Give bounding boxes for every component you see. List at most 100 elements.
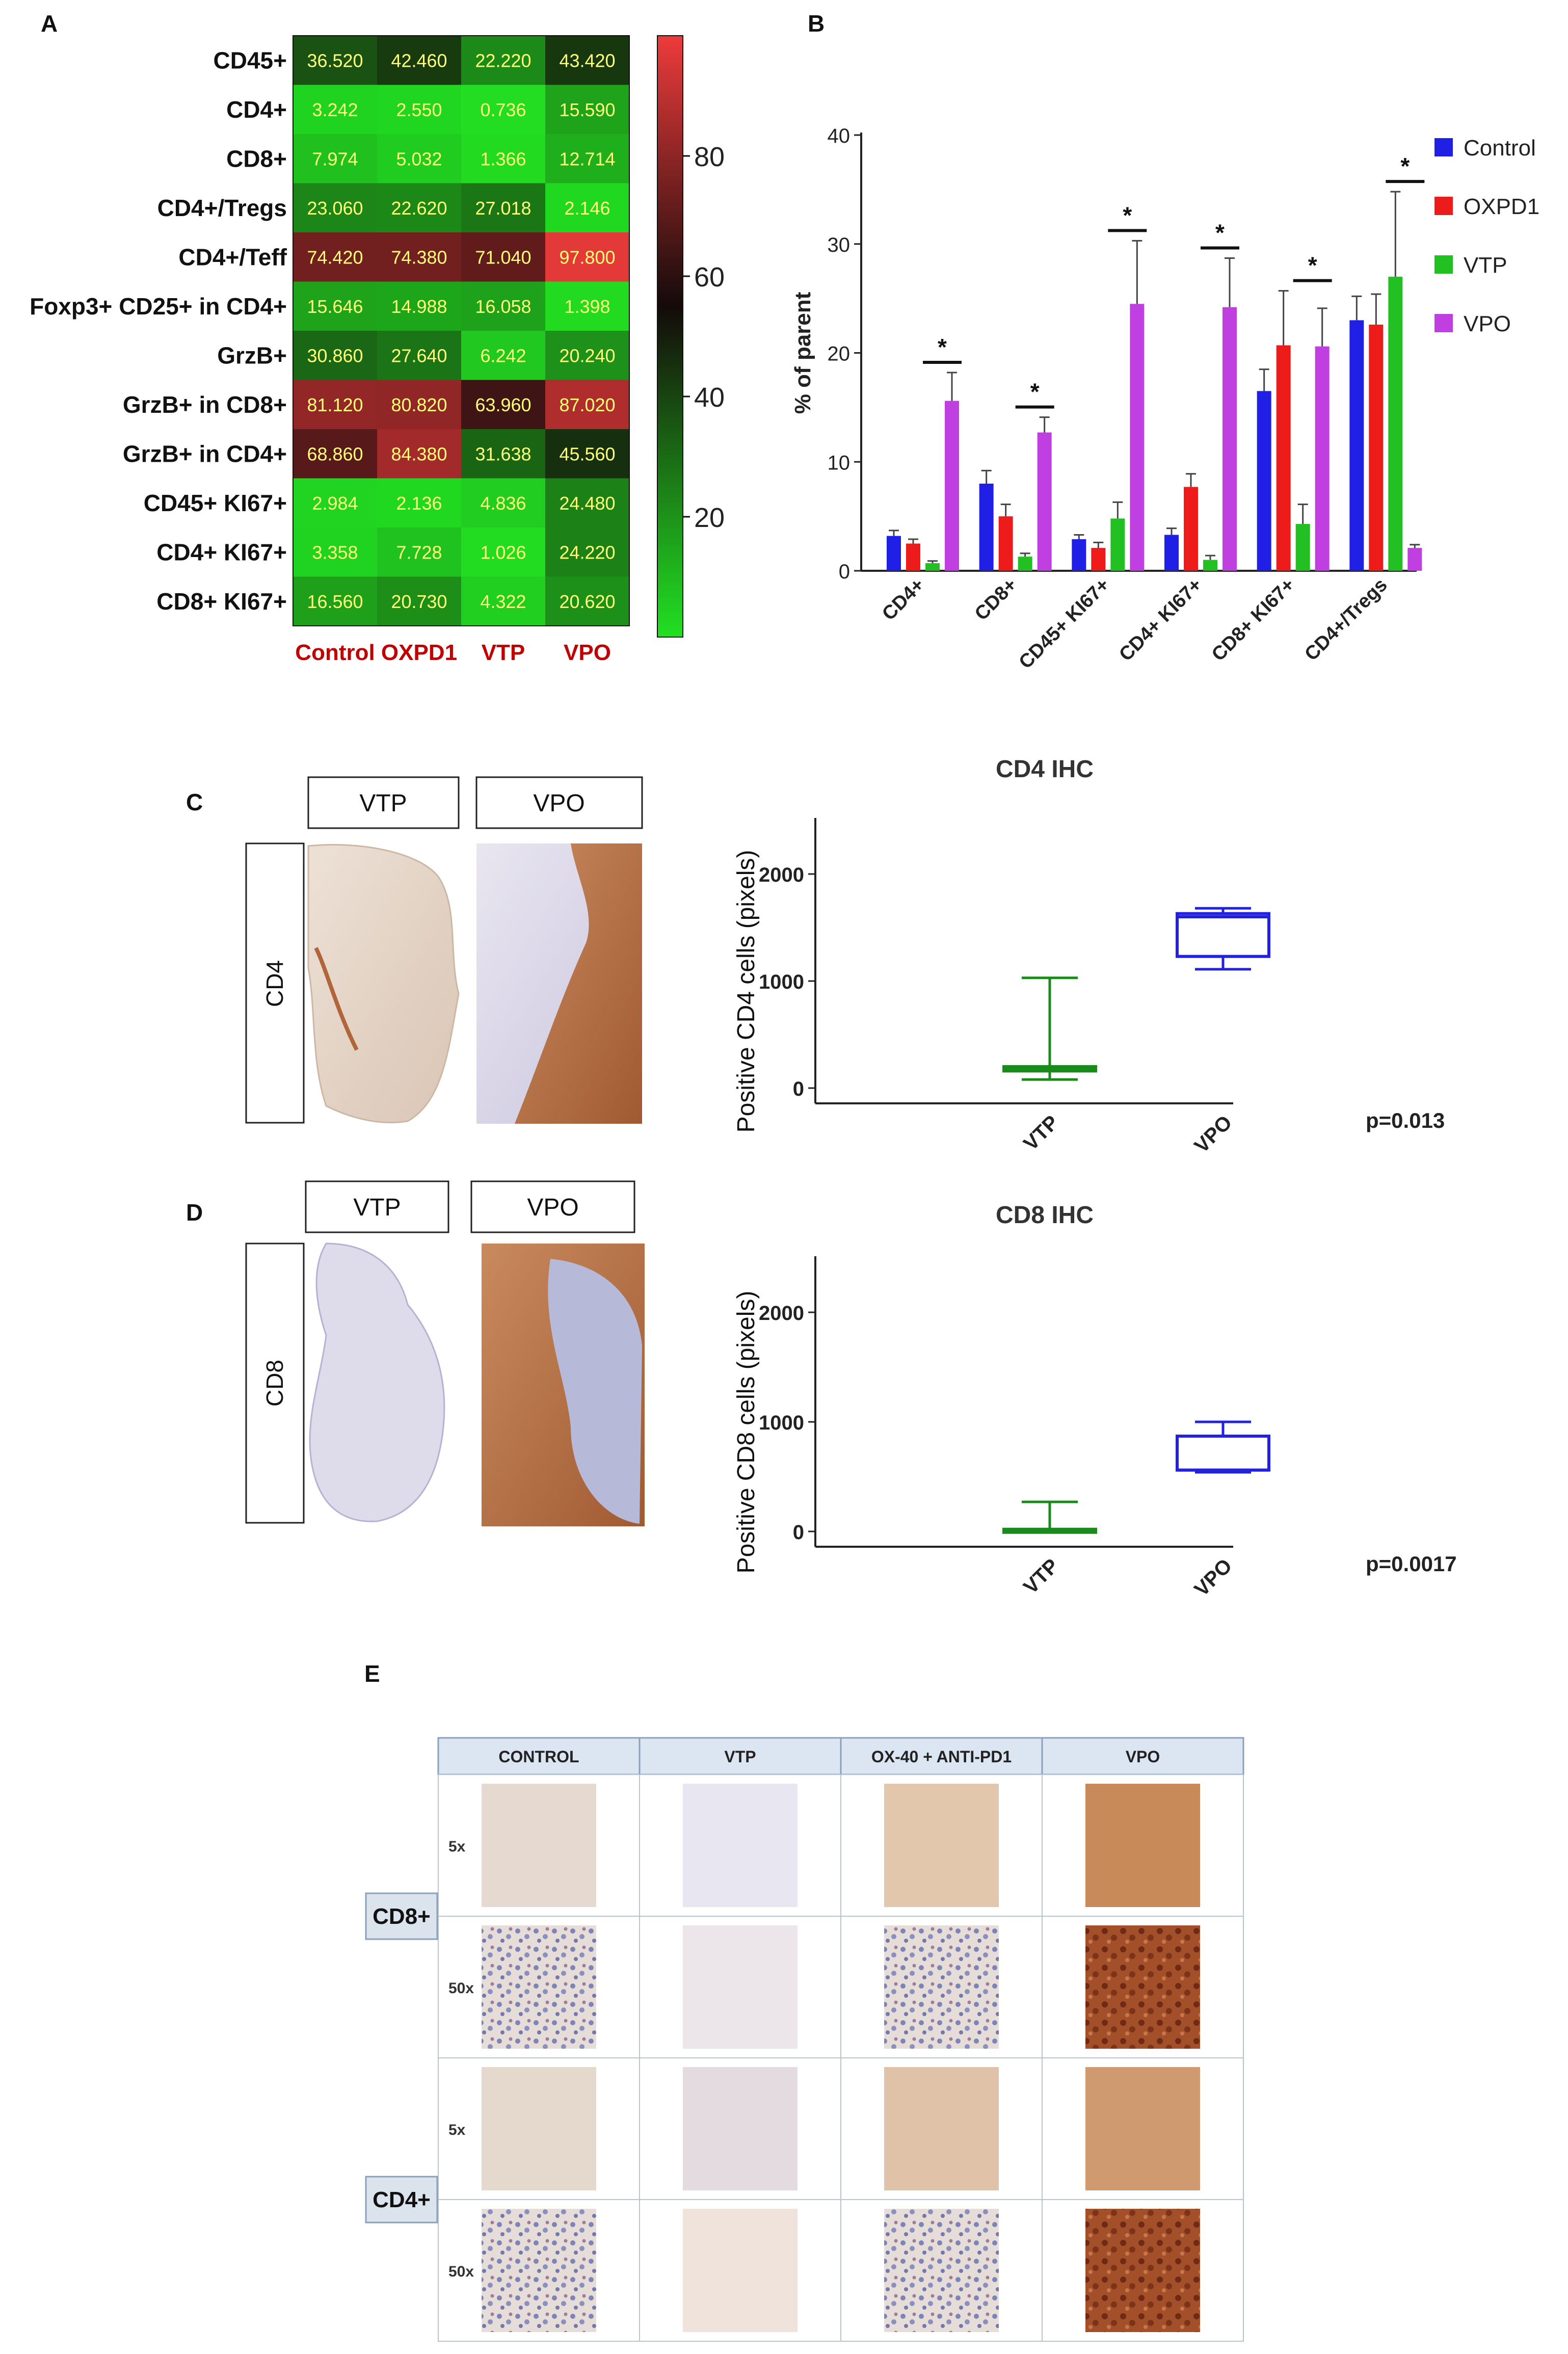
ihc-micrograph <box>1085 2209 1200 2332</box>
ihc-micrograph <box>683 1925 798 2049</box>
legend-label: VPO <box>1464 311 1511 336</box>
box <box>1176 1434 1270 1472</box>
heatmap-cell <box>377 281 461 331</box>
heatmap-row-label: Foxp3+ CD25+ in CD4+ <box>30 293 287 320</box>
heatmap-cell <box>293 576 377 626</box>
y-axis-title: % of parent <box>790 292 815 414</box>
heatmap-cell <box>293 478 377 527</box>
grid-column-header: VTP <box>724 1748 756 1766</box>
y-tick-label: 30 <box>828 234 851 256</box>
panel-label-b: B <box>808 10 825 37</box>
bar <box>1349 320 1364 571</box>
heatmap-cell <box>461 232 545 282</box>
ihc-blue-region-cd8-vpo <box>548 1259 642 1524</box>
ihc-stain-streak <box>314 947 359 1051</box>
x-category-label: CD8+ KI67+ <box>1208 574 1299 666</box>
bar <box>1037 432 1052 571</box>
legend-swatch <box>1434 314 1453 332</box>
heatmap-cell-value: 22.620 <box>391 198 447 219</box>
header-box-vtp-c <box>307 776 460 829</box>
heatmap-cell <box>461 380 545 429</box>
y-tick-label: 1000 <box>759 1412 804 1434</box>
heatmap-cell <box>545 576 629 626</box>
ihc-micrograph <box>683 2209 798 2332</box>
x-category-label: VPO <box>1190 1111 1237 1157</box>
legend-swatch <box>1434 138 1453 156</box>
bar <box>1184 487 1198 571</box>
legend-swatch <box>1434 255 1453 274</box>
ihc-micrograph <box>482 1925 596 2049</box>
bar <box>1222 307 1237 571</box>
heatmap-cell-value: 20.620 <box>559 591 615 612</box>
heatmap-cell <box>293 429 377 479</box>
heatmap-cell <box>293 380 377 429</box>
row-label-cd8: CD8 <box>261 1360 288 1407</box>
bar <box>1110 518 1125 571</box>
heatmap-cell <box>545 134 629 183</box>
heatmap-cell <box>377 183 461 232</box>
legend-label: Control <box>1464 136 1536 161</box>
heatmap-row-label: GrzB+ in CD4+ <box>123 440 287 467</box>
heatmap-colorbar <box>657 35 683 638</box>
heatmap-row-label: CD45+ <box>214 47 287 73</box>
ihc-micrograph <box>884 2067 999 2190</box>
box <box>1176 912 1270 958</box>
magnification-label: 5x <box>448 2122 466 2138</box>
heatmap-cell-value: 74.420 <box>307 247 363 268</box>
heatmap-cell-value: 15.646 <box>307 296 363 317</box>
heatmap-cell-value: 24.220 <box>559 542 615 563</box>
header-label-vpo-d: VPO <box>527 1194 578 1221</box>
heatmap-cell <box>377 85 461 134</box>
bar <box>1315 346 1330 571</box>
heatmap-cell <box>293 183 377 232</box>
colorbar-tick-label: 80 <box>694 142 725 172</box>
heatmap-column-label: Control <box>295 640 375 665</box>
p-value: p=0.013 <box>1366 1108 1445 1132</box>
bar <box>1164 535 1179 571</box>
bar <box>998 516 1013 571</box>
heatmap-cell-value: 23.060 <box>307 198 363 219</box>
bar <box>1130 304 1145 571</box>
significance-star: * <box>1123 202 1132 228</box>
heatmap-cell-value: 22.220 <box>475 50 531 71</box>
ihc-micrograph <box>1085 1784 1200 1907</box>
heatmap-cell <box>461 85 545 134</box>
heatmap-cell-value: 31.638 <box>475 443 531 464</box>
heatmap-cell-value: 2.136 <box>396 493 442 514</box>
grid-column-header: OX-40 + ANTI-PD1 <box>871 1748 1012 1766</box>
y-tick-label: 1000 <box>759 971 804 993</box>
heatmap-cell-value: 6.242 <box>480 345 526 366</box>
box-plot-title: CD4 IHC <box>996 756 1094 783</box>
ihc-micrograph <box>482 1784 596 1907</box>
bar <box>1072 539 1086 571</box>
panel-label-c: C <box>186 789 203 815</box>
bar <box>1018 557 1032 571</box>
header-box-vtp-d <box>305 1180 449 1233</box>
heatmap-cell <box>377 527 461 577</box>
bar <box>1369 324 1384 571</box>
heatmap-cell <box>377 380 461 429</box>
y-tick-label: 2000 <box>759 1302 804 1325</box>
legend-swatch <box>1434 197 1453 215</box>
row-label-box-cd4 <box>245 842 305 1124</box>
heatmap-cell <box>545 36 629 85</box>
heatmap-cell-value: 74.380 <box>391 247 447 268</box>
heatmap-cell-value: 87.020 <box>559 394 615 415</box>
y-tick-label: 0 <box>793 1521 804 1544</box>
significance-star: * <box>1215 220 1225 246</box>
heatmap-cell <box>545 85 629 134</box>
x-category-label: CD4+/Tregs <box>1300 574 1391 665</box>
heatmap-cell <box>461 134 545 183</box>
ihc-micrograph <box>884 2209 999 2332</box>
significance-star: * <box>1308 252 1317 279</box>
heatmap-cell <box>293 232 377 282</box>
bar <box>887 536 901 571</box>
row-label-cd4: CD4 <box>261 960 288 1007</box>
y-tick-label: 2000 <box>759 864 804 886</box>
colorbar-tick-label: 60 <box>694 262 725 293</box>
heatmap-cell-value: 1.366 <box>480 148 526 169</box>
heatmap-cell <box>461 331 545 380</box>
ihc-grid-panel-e: CONTROL VTP OX-40 + ANTI-PD1 VPO 5x 50x 5x 50x C… <box>365 1737 1244 2342</box>
heatmap-border <box>293 35 630 626</box>
legend-label: OXPD1 <box>1464 194 1539 219</box>
